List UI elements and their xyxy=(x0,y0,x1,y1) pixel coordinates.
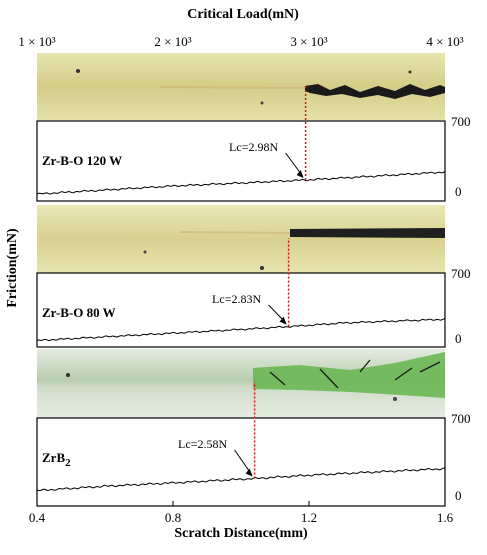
friction-line xyxy=(36,467,445,492)
bottom-tick-label: 0.4 xyxy=(29,510,46,525)
friction-line xyxy=(36,318,446,342)
lc-annotation: Lc=2.58N xyxy=(178,437,227,451)
plot-frame-1 xyxy=(36,120,446,202)
y-tick-label: 700 xyxy=(451,114,471,129)
top-axis-ticks: 1 × 10³ 2 × 10³ 3 × 10³ 4 × 10³ xyxy=(18,34,463,49)
scratch-track-2 xyxy=(290,228,445,238)
panel-2: 700 0 Lc=2.83N Zr-B-O 80 W xyxy=(36,238,471,346)
bottom-tick-label: 1.6 xyxy=(437,510,454,525)
y-tick-label: 0 xyxy=(455,488,462,503)
lc-arrowhead xyxy=(245,468,253,477)
y-tick-label: 700 xyxy=(451,266,471,281)
lc-annotation: Lc=2.98N xyxy=(229,140,278,154)
top-tick-label: 1 × 10³ xyxy=(18,34,55,49)
left-axis-title: Friction(mN) xyxy=(5,228,20,308)
bottom-axis-title: Scratch Distance(mm) xyxy=(174,526,308,541)
scratch-track-3 xyxy=(253,352,445,398)
top-tick-label: 3 × 10³ xyxy=(290,34,327,49)
y-tick-label: 0 xyxy=(455,331,462,346)
sample-label: ZrB2 xyxy=(42,450,71,469)
y-tick-label: 0 xyxy=(455,184,462,199)
scratch-image-2 xyxy=(37,205,445,273)
y-tick-label: 700 xyxy=(451,411,471,426)
bottom-axis-ticks: 0.4 0.8 1.2 1.6 xyxy=(29,501,454,525)
top-tick-label: 4 × 10³ xyxy=(426,34,463,49)
lc-arrowhead xyxy=(296,170,304,178)
lc-arrowhead xyxy=(279,316,287,325)
top-tick-label: 2 × 10³ xyxy=(154,34,191,49)
scratch-track-1 xyxy=(305,84,445,99)
bottom-tick-label: 1.2 xyxy=(301,510,317,525)
plot-frame-2 xyxy=(36,272,446,348)
scratch-image-3 xyxy=(37,349,445,418)
sample-label: Zr-B-O 120 W xyxy=(42,153,122,168)
panel-3: 700 0 Lc=2.58N ZrB2 xyxy=(36,382,471,503)
friction-line xyxy=(36,170,446,195)
panel-1: 700 0 Lc=2.98N Zr-B-O 120 W xyxy=(36,86,471,199)
bottom-tick-label: 0.8 xyxy=(165,510,181,525)
sample-label-subscript: 2 xyxy=(65,457,71,469)
scratch-image-1 xyxy=(37,53,445,120)
panels: 700 0 Lc=2.98N Zr-B-O 120 W 700 0 Lc=2.83N Zr-B… xyxy=(36,86,471,503)
top-axis-title: Critical Load(mN) xyxy=(187,7,299,22)
plot-frame-3 xyxy=(36,417,446,507)
sample-label: Zr-B-O 80 W xyxy=(42,305,116,320)
lc-annotation: Lc=2.83N xyxy=(212,292,261,306)
